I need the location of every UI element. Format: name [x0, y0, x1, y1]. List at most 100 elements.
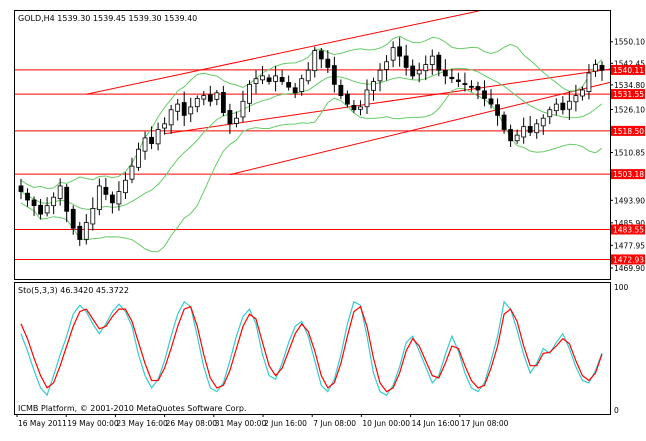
candle-body	[377, 69, 383, 82]
candle-body	[449, 76, 455, 80]
candle	[38, 198, 43, 220]
candle-body	[580, 89, 585, 97]
candle	[136, 142, 141, 171]
candle-body	[129, 165, 135, 180]
candle-body	[475, 86, 481, 91]
candle-body	[292, 87, 298, 94]
candle	[325, 50, 331, 74]
candle	[371, 77, 376, 101]
bollinger-upper	[20, 35, 603, 190]
candle	[501, 111, 507, 134]
candle-body	[83, 222, 89, 240]
candle-body	[286, 82, 292, 88]
candle-body	[586, 72, 592, 92]
candle	[488, 89, 494, 109]
candle	[547, 106, 553, 125]
candle-body	[279, 76, 285, 82]
candle-body	[299, 78, 305, 92]
candle-body	[57, 185, 63, 200]
candle-body	[371, 81, 376, 91]
candle	[403, 44, 409, 76]
candle	[508, 124, 514, 147]
candle-body	[305, 69, 311, 82]
candle	[77, 221, 83, 246]
candle	[540, 114, 546, 135]
candle	[279, 70, 285, 85]
candle-body	[573, 95, 579, 103]
stoch-tick-label: 100	[614, 283, 629, 292]
candle-body	[155, 129, 161, 145]
time-tick-label: 19 May 00:00	[67, 419, 119, 428]
level-label: 1531.55	[613, 90, 644, 99]
candle	[123, 172, 128, 199]
level-label-box	[611, 254, 645, 265]
symbol-title: GOLD,H4 1539.30 1539.45 1539.30 1539.40	[18, 14, 197, 23]
candle-body	[38, 204, 43, 215]
candle	[475, 81, 481, 100]
candle-body	[253, 78, 259, 84]
time-tick-label: 2 Jun 16:00	[264, 419, 307, 428]
candle	[469, 80, 474, 92]
candle-body	[501, 114, 507, 130]
horizontal-levels[interactable]	[15, 69, 610, 260]
candle	[70, 205, 76, 235]
indicator-title: Sto(5,3,3) 46.3420 45.3722	[18, 286, 129, 295]
candle-body	[149, 136, 154, 144]
price-tick-label: 1493.90	[614, 196, 645, 205]
level-label: 1483.55	[613, 225, 644, 234]
price-axis: 1550.10 1542.45 1534.80 1526.10 1518.50 1510.…	[610, 38, 645, 415]
candle	[455, 72, 461, 88]
time-tick-label: 14 Jun 16:00	[412, 419, 460, 428]
candle-body	[527, 126, 533, 133]
candle	[25, 188, 30, 207]
channel-lines[interactable]	[86, 10, 611, 176]
footer-copyright: ICMB Platform, © 2001-2010 MetaQuotes So…	[18, 404, 247, 413]
time-tick-label: 23 May 16:00	[116, 419, 168, 428]
candle-body	[338, 84, 344, 97]
candle-body	[397, 46, 403, 57]
candle	[482, 80, 487, 107]
candle	[175, 98, 181, 121]
price-tick-label: 1510.85	[614, 148, 645, 157]
candle	[553, 98, 559, 116]
candle	[247, 80, 252, 113]
candle-body	[442, 69, 448, 77]
main-panel-frame	[14, 10, 611, 280]
candle	[253, 70, 259, 94]
level-label: 1472.93	[613, 255, 644, 264]
candle-body	[403, 55, 409, 68]
candle-body	[214, 92, 220, 100]
candle	[521, 117, 527, 144]
candle-body	[18, 185, 24, 192]
candle	[560, 96, 566, 115]
stoch-signal-line	[20, 305, 603, 393]
candle	[495, 98, 500, 126]
candle-body	[455, 79, 461, 82]
candle-body	[390, 47, 396, 61]
time-tick-label: 10 Jun 00:00	[362, 419, 410, 428]
candle	[593, 59, 598, 77]
candle	[299, 74, 305, 96]
candle-body	[260, 75, 265, 81]
candle	[18, 178, 24, 200]
candle-body	[593, 64, 598, 72]
candle-body	[181, 102, 187, 116]
candle-body	[136, 148, 141, 168]
stoch-main-line	[20, 300, 603, 397]
time-tick-label: 16 May 2011	[18, 419, 67, 428]
candle-body	[358, 106, 363, 110]
candle-body	[560, 102, 566, 111]
candle-body	[553, 103, 559, 112]
candle-body	[462, 83, 468, 85]
candle-body	[566, 100, 572, 110]
candle	[149, 126, 154, 150]
candle-body	[70, 208, 76, 229]
candle-body	[514, 134, 520, 142]
candle	[83, 214, 89, 245]
candle	[142, 131, 148, 160]
candle	[207, 85, 213, 107]
candle	[168, 104, 174, 134]
candle	[181, 91, 187, 127]
candle	[51, 192, 57, 215]
